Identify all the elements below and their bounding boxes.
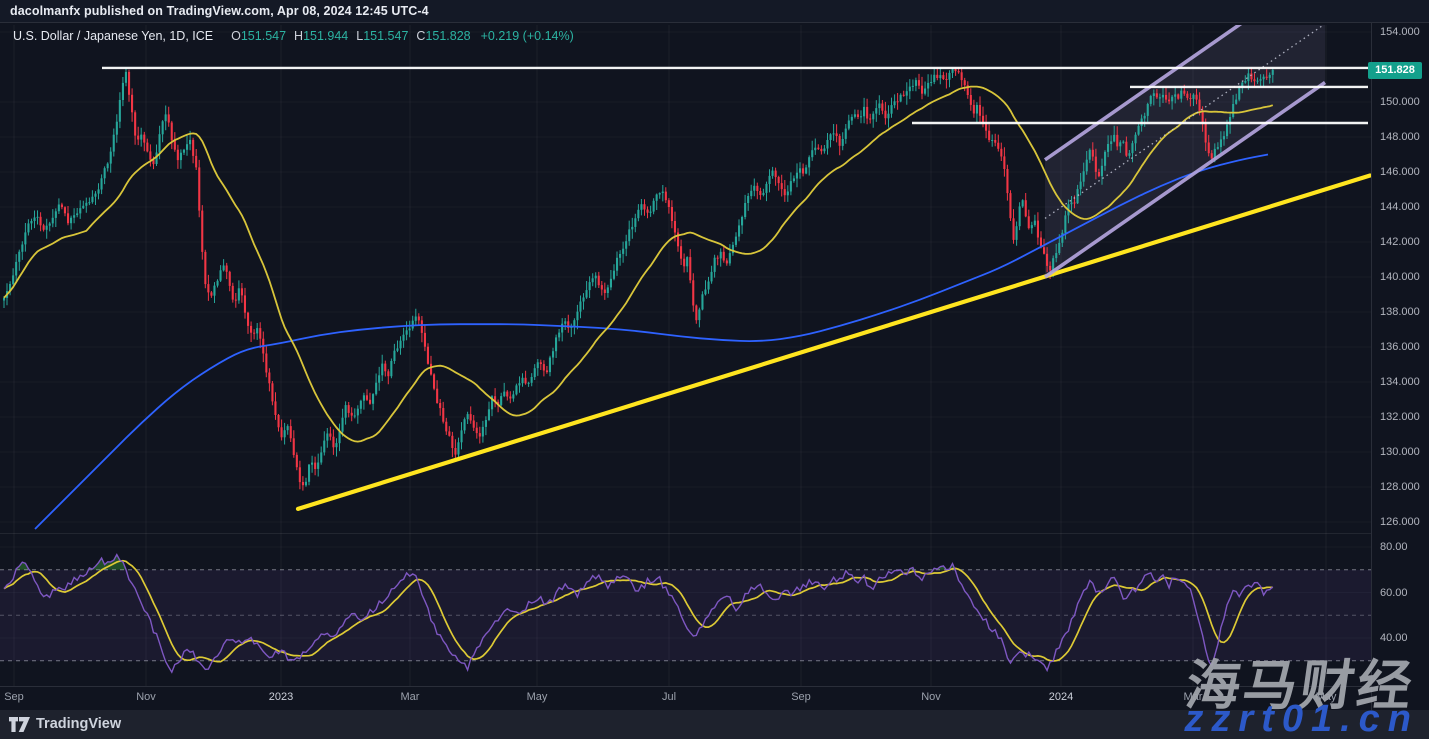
low-value: 151.547 [363, 29, 409, 43]
price-tick-label: 146.000 [1380, 166, 1420, 178]
last-price-value: 151.828 [1375, 63, 1415, 76]
low-label: L [356, 29, 364, 43]
tradingview-logo-icon [9, 716, 30, 732]
time-label: Jul [661, 691, 677, 703]
high-value: 151.944 [303, 29, 349, 43]
price-axis[interactable]: 151.828 154.000 150.000 148.000 146.000 144.… [1368, 23, 1429, 710]
time-label: 2023 [268, 691, 294, 703]
time-axis[interactable]: Sep Nov 2023 Mar May Jul Sep Nov 2024 Mar May [0, 686, 1371, 710]
high-label: H [294, 29, 304, 43]
rsi-tick-label: 40.00 [1380, 632, 1408, 644]
price-tick-label: 150.000 [1380, 96, 1420, 108]
price-tick-label: 154.000 [1380, 26, 1420, 38]
price-tick-label: 128.000 [1380, 481, 1420, 493]
tradingview-logo-link[interactable]: TradingView [9, 716, 121, 732]
time-label: Nov [921, 691, 941, 703]
price-tick-label: 138.000 [1380, 306, 1420, 318]
price-tick-label: 144.000 [1380, 201, 1420, 213]
time-label: May [526, 691, 548, 703]
time-label: 2024 [1048, 691, 1074, 703]
price-tick-label: 130.000 [1380, 446, 1420, 458]
change-value: +0.219 (+0.14%) [480, 29, 574, 43]
time-label: Mar [1183, 691, 1203, 703]
price-tick-label: 140.000 [1380, 271, 1420, 283]
price-tick-label: 148.000 [1380, 131, 1420, 143]
footer-bar: TradingView [0, 710, 1429, 739]
time-label: Sep [791, 691, 811, 703]
price-tick-label: 134.000 [1380, 376, 1420, 388]
price-tick-label: 132.000 [1380, 411, 1420, 423]
open-label: O [231, 29, 241, 43]
watermark-url: zzrt01.cn [1184, 698, 1419, 739]
time-label: Sep [4, 691, 24, 703]
last-price-label: 151.828 [1368, 61, 1422, 79]
time-label: Nov [136, 691, 156, 703]
price-tick-label: 142.000 [1380, 236, 1420, 248]
header-bar: dacolmanfx published on TradingView.com,… [0, 0, 1429, 23]
open-value: 151.547 [240, 29, 287, 43]
rsi-tick-label: 80.00 [1380, 541, 1408, 553]
rsi-tick-label: 60.00 [1380, 586, 1408, 599]
price-tick-label: 126.000 [1380, 516, 1420, 528]
close-label: C [416, 29, 426, 43]
footer-brand-text: TradingView [36, 716, 122, 732]
chart-legend: U.S. Dollar / Japanese Yen, 1D, ICE O151.… [13, 29, 574, 43]
close-value: 151.828 [425, 29, 471, 43]
header-title: dacolmanfx published on TradingView.com,… [10, 4, 429, 18]
time-label: Mar [400, 691, 420, 703]
price-tick-label: 136.000 [1380, 341, 1420, 353]
time-label: May [1315, 691, 1337, 703]
symbol-title: U.S. Dollar / Japanese Yen, 1D, ICE [13, 29, 214, 43]
